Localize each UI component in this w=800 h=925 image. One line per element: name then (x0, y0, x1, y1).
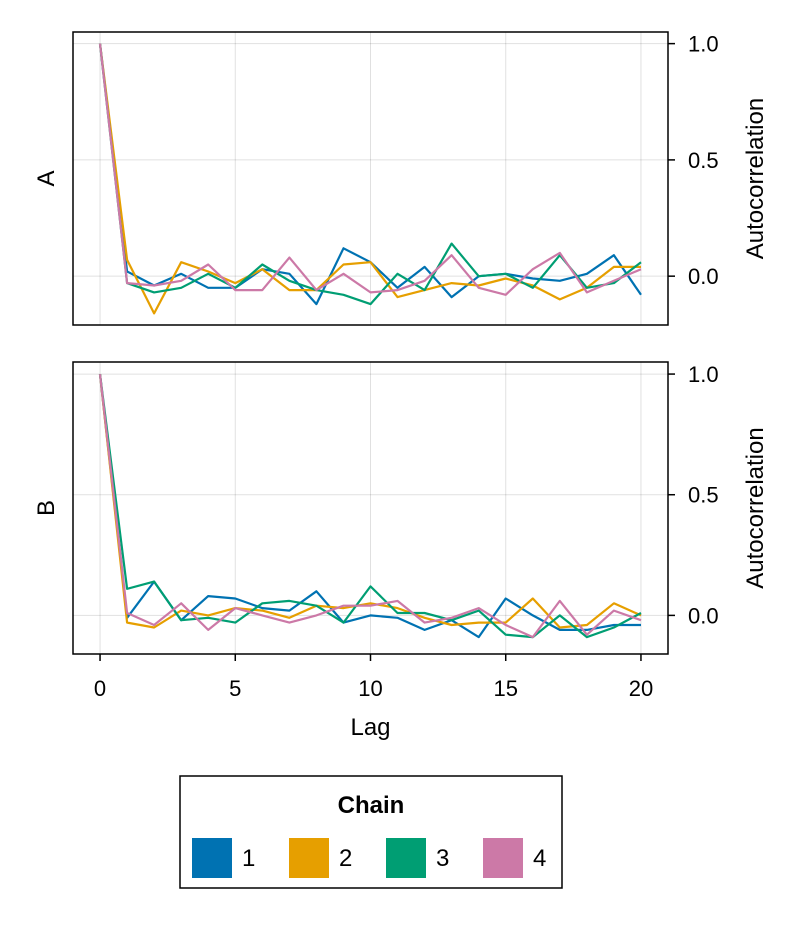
legend-label-chain-2: 2 (339, 845, 352, 872)
x-tick-label: 10 (358, 676, 382, 701)
y-tick-label: 0.0 (688, 264, 719, 289)
x-axis-label: Lag (350, 714, 390, 741)
panels: 0.0 0.5 1.0 Autocorrelation A 0.0 0.5 1.0 Autoco… (33, 31, 769, 655)
series-line-chain-3 (98, 373, 642, 639)
series-line-chain-4 (98, 43, 642, 296)
panel-label: B (33, 500, 60, 516)
panel-label: A (33, 170, 60, 186)
panel-A: 0.0 0.5 1.0 Autocorrelation A (33, 31, 769, 326)
legend-label-chain-4: 4 (533, 845, 546, 872)
x-tick-label: 15 (493, 676, 517, 701)
y-tick-label: 0.0 (688, 603, 719, 628)
y-tick-label: 0.5 (688, 148, 719, 173)
legend-label-chain-3: 3 (436, 845, 449, 872)
legend-frame (179, 775, 563, 889)
series-line-chain-3 (98, 43, 642, 306)
x-axis: 0 5 10 15 20 Lag (94, 654, 653, 741)
legend-swatch-chain-2 (289, 838, 329, 878)
y-tick-label: 0.5 (688, 483, 719, 508)
legend-swatch-chain-1 (192, 838, 232, 878)
y-axis-label: Autocorrelation (742, 427, 769, 588)
legend: Chain 1 2 3 4 (179, 775, 563, 889)
series-line-chain-4 (98, 373, 642, 639)
legend-label-chain-1: 1 (242, 845, 255, 872)
x-tick-label: 0 (94, 676, 106, 701)
legend-swatch-chain-3 (386, 838, 426, 878)
y-axis-label: Autocorrelation (742, 98, 769, 259)
x-tick-label: 5 (229, 676, 241, 701)
x-tick-label: 20 (629, 676, 653, 701)
y-tick-label: 1.0 (688, 362, 719, 387)
legend-swatch-chain-4 (483, 838, 523, 878)
legend-title: Chain (338, 792, 405, 819)
panel-frame (72, 31, 669, 326)
y-tick-label: 1.0 (688, 32, 719, 57)
series-line-chain-2 (98, 43, 641, 315)
panel-B: 0.0 0.5 1.0 Autocorrelation B (33, 361, 769, 655)
